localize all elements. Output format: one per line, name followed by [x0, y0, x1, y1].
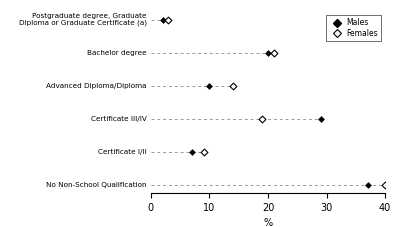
X-axis label: %: %: [264, 218, 272, 227]
Point: [382, 183, 388, 187]
Point: [318, 117, 324, 121]
Point: [160, 18, 166, 21]
Point: [165, 18, 172, 21]
Point: [229, 84, 236, 87]
Legend: Males, Females: Males, Females: [326, 15, 381, 41]
Point: [200, 150, 207, 153]
Point: [189, 150, 195, 153]
Point: [265, 51, 271, 54]
Point: [271, 51, 277, 54]
Point: [364, 183, 371, 187]
Point: [206, 84, 213, 87]
Point: [259, 117, 265, 121]
